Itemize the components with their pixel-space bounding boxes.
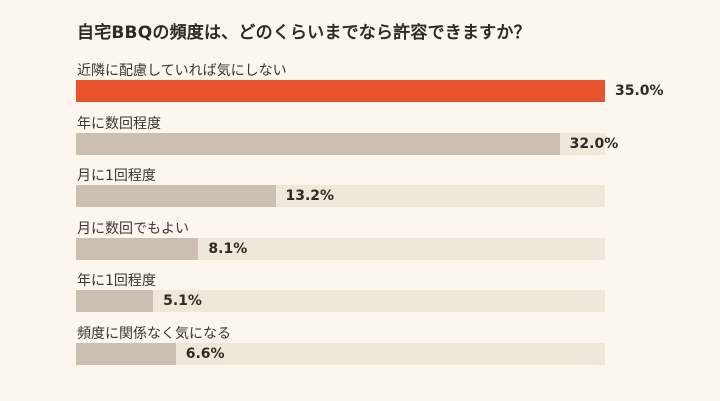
category-label: 月に1回程度 [77, 168, 156, 184]
category-label: 年に1回程度 [77, 273, 156, 289]
bar [76, 185, 276, 207]
bar-track [76, 342, 605, 365]
value-label: 32.0% [569, 135, 619, 152]
value-label: 13.2% [285, 188, 335, 204]
category-label: 頻度に関係なく気になる [77, 325, 231, 342]
category-label: 近隣に配慮していれば気にしない [77, 63, 287, 79]
chart-title: 自宅BBQの頻度は、どのくらいまでなら許容できますか？ [77, 23, 531, 43]
value-label: 8.1% [208, 240, 248, 257]
category-label: 月に数回でもよい [77, 220, 189, 237]
bar-track [76, 237, 605, 260]
value-label: 6.6% [185, 345, 225, 362]
value-label: 35.0% [615, 83, 664, 99]
category-label: 年に数回程度 [77, 115, 161, 132]
bar [76, 237, 199, 260]
bar [76, 290, 154, 312]
value-label: 5.1% [163, 293, 202, 309]
bar [76, 80, 605, 102]
bar [76, 132, 560, 155]
bar [76, 342, 176, 365]
bar-track [76, 290, 605, 312]
